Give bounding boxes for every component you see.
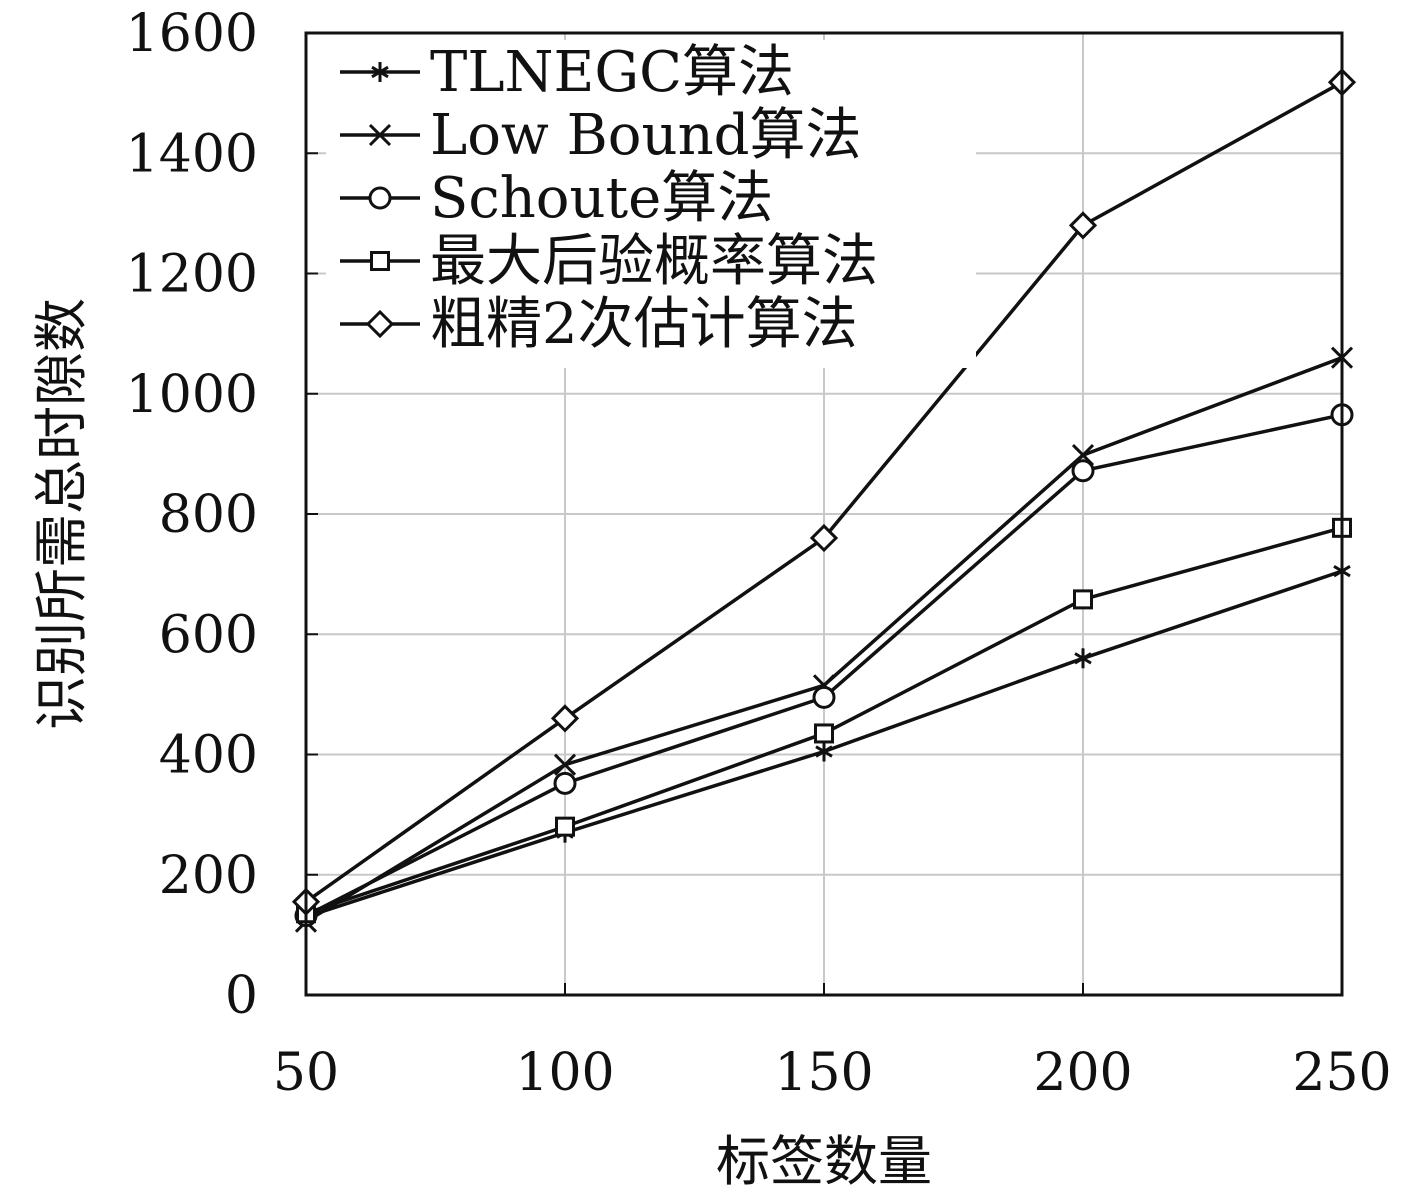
data-point-x [553, 753, 577, 776]
legend-item: 粗精2次估计算法 [340, 292, 858, 357]
data-point-square [1073, 589, 1093, 610]
legend-background [326, 40, 976, 368]
y-tick-label: 0 [225, 966, 258, 1026]
data-point-diamond [1068, 211, 1098, 240]
x-tick-label: 200 [1033, 1043, 1132, 1103]
series-4 [296, 517, 1352, 924]
legend-label: Schoute算法 [430, 166, 773, 231]
y-tick-label: 800 [159, 485, 258, 545]
data-point-asterisk [371, 62, 389, 82]
y-tick-label: 1000 [126, 365, 258, 425]
y-axis-title: 识别所需总时隙数 [30, 298, 93, 730]
y-tick-label: 200 [159, 846, 258, 906]
data-point-square [814, 723, 834, 744]
y-tick-label: 600 [159, 605, 258, 665]
legend-item: Schoute算法 [340, 166, 773, 231]
data-point-diamond [550, 704, 580, 733]
data-point-circle [368, 186, 392, 210]
data-point-circle [812, 685, 836, 709]
legend-item: Low Bound算法 [340, 103, 861, 168]
data-point-circle [553, 771, 577, 795]
data-point-square [370, 251, 390, 271]
legend-label: TLNEGC算法 [430, 40, 794, 105]
y-tick-label: 1400 [126, 124, 258, 184]
y-tick-label: 1600 [126, 4, 258, 64]
tick-labels: 0 200 400 600 800 1000 1200 1400 1600 50 100 150 200… [126, 4, 1392, 1103]
x-tick-label: 100 [515, 1043, 614, 1103]
data-point-asterisk [1074, 648, 1092, 669]
x-tick-label: 150 [774, 1043, 873, 1103]
x-tick-label: 250 [1292, 1043, 1391, 1103]
legend-label: 最大后验概率算法 [430, 229, 878, 294]
x-axis-title: 标签数量 [716, 1130, 932, 1193]
y-tick-label: 1200 [126, 245, 258, 305]
data-point-diamond [809, 523, 839, 553]
legend-item: TLNEGC算法 [340, 40, 794, 105]
y-tick-label: 400 [159, 726, 258, 786]
x-tick-label: 50 [273, 1043, 339, 1103]
data-point-square [555, 816, 575, 837]
data-point-circle [1071, 459, 1095, 483]
data-point-x [368, 123, 392, 147]
data-point-diamond [365, 309, 395, 339]
legend-label: 粗精2次估计算法 [430, 292, 858, 357]
legend-item: 最大后验概率算法 [340, 229, 878, 294]
data-point-asterisk [815, 741, 833, 762]
legend-label: Low Bound算法 [430, 103, 861, 168]
